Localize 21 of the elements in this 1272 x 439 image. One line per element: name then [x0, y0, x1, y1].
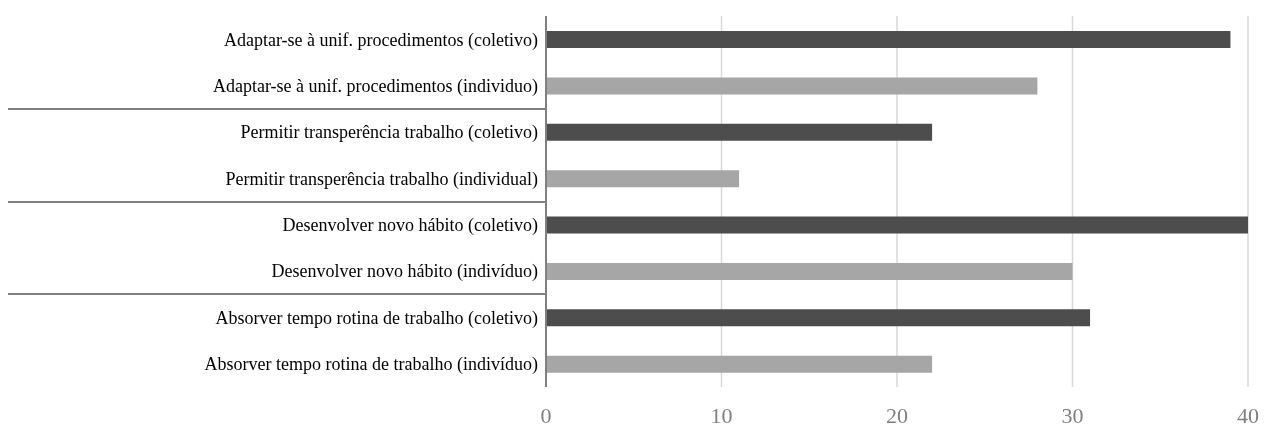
- y-tick-label: Adaptar-se à unif. procedimentos (coletivo): [223, 29, 538, 51]
- x-tick-label: 10: [710, 402, 733, 428]
- bar: [546, 262, 1073, 280]
- y-tick-label: Permitir transperência trabalho (coletivo): [240, 122, 538, 144]
- y-tick-label: Permitir transperência trabalho (individual): [225, 168, 538, 190]
- bar: [546, 123, 933, 141]
- x-tick-label: 0: [540, 402, 552, 428]
- bar: [546, 216, 1248, 234]
- x-tick-label: 20: [886, 402, 908, 428]
- bar: [546, 77, 1038, 95]
- y-tick-label: Desenvolver novo hábito (coletivo): [282, 215, 538, 237]
- y-tick-label: Adaptar-se à unif. procedimentos (individuo): [212, 75, 538, 97]
- y-tick-label: Desenvolver novo hábito (indivíduo): [271, 261, 538, 283]
- bar: [546, 170, 740, 188]
- bar: [546, 31, 1231, 48]
- bar: [546, 355, 933, 373]
- y-tick-label: Absorver tempo rotina de trabalho (indivíduo): [204, 354, 538, 376]
- bar: [546, 309, 1091, 327]
- x-tick-label: 30: [1061, 402, 1084, 428]
- y-tick-label: Absorver tempo rotina de trabalho (coletivo): [215, 307, 538, 329]
- x-tick-label: 40: [1237, 402, 1259, 428]
